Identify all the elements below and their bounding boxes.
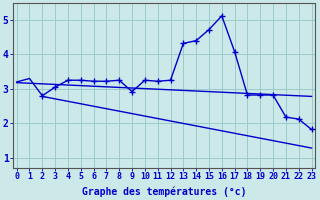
X-axis label: Graphe des températures (°c): Graphe des températures (°c) <box>82 187 246 197</box>
